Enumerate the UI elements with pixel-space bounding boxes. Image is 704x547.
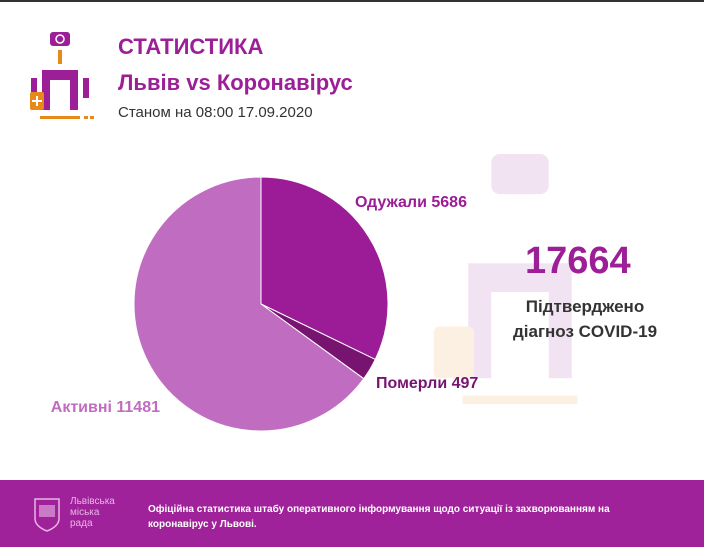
pie-slice-1 (260, 176, 389, 361)
city-line-2: міська (70, 507, 100, 518)
caption-line-1: Підтверджено (525, 297, 645, 316)
date-label: Станом на 08:00 17.09.2020 (118, 104, 313, 121)
footer-text: Офіційна статистика штабу оперативного і… (148, 504, 610, 530)
slice-label-1: Одужали 5686 (355, 194, 467, 211)
pie-slice-3 (133, 176, 365, 432)
doctor-logo-icon (30, 32, 94, 119)
city-line-1: Львівська (70, 496, 115, 507)
total-caption: Підтверджено діагноз COVID-19 (500, 294, 670, 344)
slice-label-2: Померли 497 (376, 375, 478, 392)
page-title: СТАТИСТИКА (118, 34, 264, 59)
page-subtitle: Львів vs Коронавірус (118, 70, 353, 95)
slice-label-3: Активні 11481 (51, 399, 160, 416)
total-cases: 17664 (525, 240, 631, 282)
caption-line-2: діагноз COVID-19 (512, 322, 658, 341)
footer: Львівська міська рада Офіційна статистика … (0, 480, 704, 547)
city-crest-icon (34, 498, 60, 532)
city-council-name: Львівська міська рада (70, 496, 115, 529)
city-line-3: рада (70, 518, 93, 529)
pie-chart: Одужали 5686 Померли 497 Активні 11481 (51, 176, 478, 432)
doctor-watermark-icon (433, 154, 578, 405)
